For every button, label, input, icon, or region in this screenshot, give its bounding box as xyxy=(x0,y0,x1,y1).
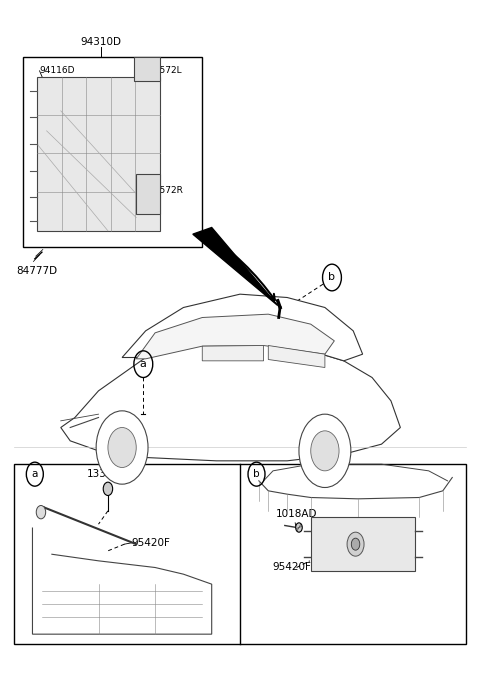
Text: 84777D: 84777D xyxy=(16,266,57,276)
Text: 96572R: 96572R xyxy=(148,186,183,195)
Text: 1018AD: 1018AD xyxy=(276,509,317,519)
Bar xyxy=(134,57,160,81)
Polygon shape xyxy=(122,294,362,361)
Circle shape xyxy=(108,427,136,468)
Polygon shape xyxy=(136,314,335,359)
Circle shape xyxy=(103,482,113,495)
Circle shape xyxy=(96,411,148,484)
Circle shape xyxy=(347,532,364,556)
Polygon shape xyxy=(61,344,400,461)
Polygon shape xyxy=(193,227,278,306)
Text: b: b xyxy=(328,273,336,283)
Circle shape xyxy=(296,523,302,532)
Bar xyxy=(136,174,160,214)
Text: b: b xyxy=(253,469,260,479)
Circle shape xyxy=(299,414,351,487)
Text: 95420F: 95420F xyxy=(272,562,311,572)
Text: 95420F: 95420F xyxy=(132,538,170,548)
Polygon shape xyxy=(268,346,325,367)
Text: a: a xyxy=(32,469,38,479)
Text: 96572L: 96572L xyxy=(148,66,181,76)
FancyBboxPatch shape xyxy=(13,464,467,644)
Text: 94310D: 94310D xyxy=(80,38,121,47)
Text: a: a xyxy=(140,359,147,369)
Circle shape xyxy=(36,506,46,519)
Text: 94116D: 94116D xyxy=(39,66,75,76)
Circle shape xyxy=(351,538,360,550)
Bar xyxy=(37,78,160,231)
Polygon shape xyxy=(202,346,264,361)
Circle shape xyxy=(311,431,339,471)
FancyBboxPatch shape xyxy=(23,57,202,248)
Text: 1339CC: 1339CC xyxy=(87,469,129,479)
Bar xyxy=(311,518,415,571)
